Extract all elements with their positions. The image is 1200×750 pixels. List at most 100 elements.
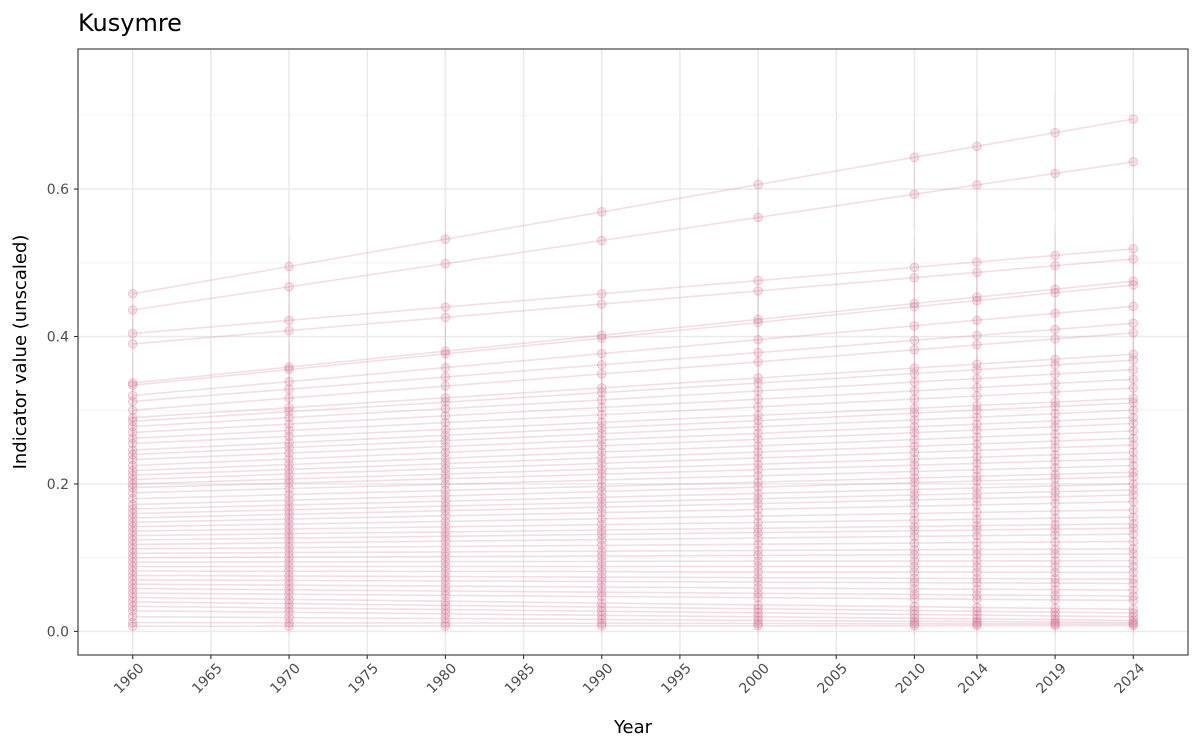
data-point [1128,619,1139,629]
data-point [596,561,607,572]
data-point [1128,318,1139,329]
data-point [1050,308,1060,319]
data-point [909,302,920,312]
data-point [909,460,920,470]
data-point [1128,615,1139,626]
data-point [753,464,763,475]
data-point [127,517,138,528]
data-point [1128,611,1139,622]
data-point [596,299,607,309]
series-line [132,359,1134,423]
data-point [284,442,294,453]
data-point [1128,364,1139,375]
data-point [753,453,763,463]
data-point [753,488,763,499]
data-point [972,180,982,190]
data-point [972,292,982,302]
data-point [596,453,607,463]
series-line [132,402,1134,451]
data-point [127,566,138,576]
data-point [596,486,607,497]
data-point [284,454,294,464]
data-point [596,348,607,359]
data-point [596,621,607,631]
data-point [284,528,294,539]
data-point [1128,578,1139,589]
data-point [1050,614,1060,625]
data-point [1050,127,1060,138]
data-point [440,516,451,527]
data-point [909,298,920,309]
data-point [1050,473,1060,484]
series-line [132,615,1134,624]
data-point [972,330,982,341]
data-point [909,556,920,566]
series-line [132,624,1134,628]
data-point [753,447,763,457]
data-point [596,464,607,474]
data-point [909,573,920,584]
data-point [753,402,763,412]
data-point [753,493,763,504]
series-line [132,416,1134,461]
data-point [1128,529,1139,539]
data-point [596,507,607,518]
data-point [909,272,920,283]
data-point [1128,617,1139,628]
data-point [1050,595,1060,605]
data-point [284,617,294,628]
data-point [284,402,294,413]
data-point [909,495,920,505]
data-point [440,505,451,516]
data-point [753,441,763,451]
data-point [909,434,920,445]
data-point [596,207,607,217]
data-point [909,189,920,200]
data-point [1050,378,1060,389]
data-point [127,621,138,632]
data-point [753,556,763,566]
data-point [909,577,920,588]
data-point [1128,254,1139,264]
data-point [127,378,138,388]
data-point [1128,595,1139,606]
data-point [440,604,451,615]
data-point [596,602,607,612]
data-point [284,552,294,562]
data-point [127,530,138,541]
data-point [284,364,294,375]
data-point [127,328,138,339]
data-point [1128,536,1139,547]
data-point [972,530,982,541]
data-point [972,364,982,375]
data-point [909,422,920,432]
data-point [284,315,294,326]
data-point [972,616,982,627]
data-point [1128,328,1139,338]
data-point [284,419,294,429]
data-point [127,412,138,423]
data-point [440,608,451,619]
data-point [284,589,294,600]
data-point [972,590,982,600]
data-point [753,523,763,533]
data-point [909,589,920,600]
data-point [127,474,138,485]
data-point [972,405,982,416]
data-point [909,545,920,555]
data-point [127,601,138,612]
data-point [1050,544,1060,554]
data-point [284,448,294,458]
data-point [440,571,451,582]
data-point [284,261,294,272]
data-point [284,566,294,576]
data-point [284,362,294,372]
data-point [1050,250,1060,261]
data-point [127,597,138,607]
data-point [596,458,607,469]
data-point [972,359,982,369]
data-point [909,525,920,536]
data-point [972,567,982,578]
data-point [127,454,138,465]
data-point [127,548,138,559]
